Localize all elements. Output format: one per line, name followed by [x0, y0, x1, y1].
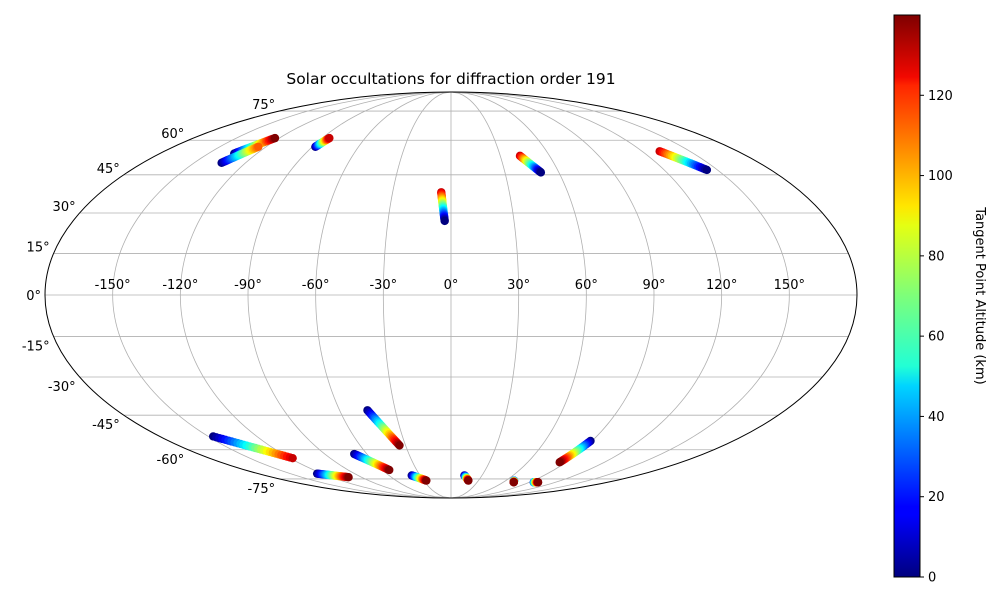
colorbar-tick-label: 20 — [928, 490, 945, 505]
occultation-track — [363, 406, 404, 450]
lat-tick-label: -15° — [22, 340, 50, 355]
colorbar-tick-label: 0 — [928, 571, 936, 586]
lon-tick-label: -150° — [95, 278, 131, 293]
occultation-track — [460, 471, 473, 485]
lon-tick-label: 30° — [507, 278, 530, 293]
lon-tick-label: 150° — [774, 278, 805, 293]
lat-tick-label: 45° — [97, 162, 120, 177]
colorbar-ticks: 0 20 40 60 80 100 120 — [920, 89, 953, 586]
track-point — [702, 165, 712, 175]
occultation-track — [217, 142, 263, 168]
occultation-track — [350, 449, 394, 475]
occultation-track — [529, 478, 543, 487]
occultation-track — [311, 133, 334, 151]
track-point — [254, 142, 263, 151]
colorbar-label: Tangent Point Altitude (km) — [972, 206, 987, 384]
colorbar-tick-label: 40 — [928, 410, 945, 425]
occultation-track — [312, 469, 353, 482]
track-point — [385, 465, 394, 475]
latitude-tick-labels: 75° 60° 45° 30° 15° 0° -15° -30° -45° -60° -75° — [22, 98, 275, 497]
lon-tick-label: 60° — [575, 278, 598, 293]
colorbar-tick-label: 100 — [928, 169, 953, 184]
occultation-track — [437, 188, 449, 226]
lon-tick-label: -30° — [369, 278, 397, 293]
colorbar-gradient — [893, 14, 921, 578]
track-point — [395, 441, 404, 450]
chart-title: Solar occultations for diffraction order… — [286, 70, 615, 88]
track-point — [344, 473, 353, 482]
track-point — [509, 478, 518, 487]
lon-tick-label: -60° — [302, 278, 330, 293]
lat-tick-label: -75° — [247, 482, 275, 497]
occultation-track — [655, 147, 712, 175]
lat-tick-label: -45° — [92, 418, 120, 433]
track-point — [422, 476, 431, 485]
lon-tick-label: 0° — [444, 278, 459, 293]
colorbar-tick-label: 80 — [928, 249, 945, 264]
colorbar: 0 20 40 60 80 100 120 Tangent Point Altitude (… — [893, 14, 987, 586]
track-point — [288, 453, 297, 463]
lon-tick-label: -90° — [234, 278, 262, 293]
lat-tick-label: 15° — [27, 240, 50, 255]
colorbar-tick-label: 120 — [928, 89, 953, 104]
track-point — [536, 168, 546, 177]
lon-tick-label: 90° — [642, 278, 665, 293]
lat-tick-label: -30° — [48, 380, 76, 395]
track-point — [555, 458, 564, 467]
lon-tick-label: 120° — [706, 278, 737, 293]
longitude-tick-labels: -150° -120° -90° -60° -30° 0° 30° 60° 90° 120° 150… — [95, 278, 805, 293]
track-point — [440, 216, 449, 226]
lat-tick-label: -60° — [157, 453, 185, 468]
occultation-track — [555, 436, 595, 467]
occultation-track — [515, 151, 546, 177]
colorbar-tick-label: 60 — [928, 330, 945, 345]
occultation-track — [209, 432, 297, 463]
lat-tick-label: 0° — [26, 289, 41, 304]
map-boundary — [44, 91, 858, 499]
track-point — [464, 476, 473, 485]
lat-tick-label: 75° — [252, 98, 275, 113]
track-point — [270, 133, 280, 143]
occultation-track — [407, 471, 431, 485]
occultation-track — [509, 476, 519, 487]
lat-tick-label: 60° — [161, 127, 184, 142]
lat-tick-label: 30° — [53, 200, 76, 215]
track-point — [533, 478, 543, 487]
occultation-tracks — [209, 133, 712, 487]
graticule — [45, 92, 857, 498]
lon-tick-label: -120° — [162, 278, 198, 293]
track-point — [325, 133, 334, 143]
